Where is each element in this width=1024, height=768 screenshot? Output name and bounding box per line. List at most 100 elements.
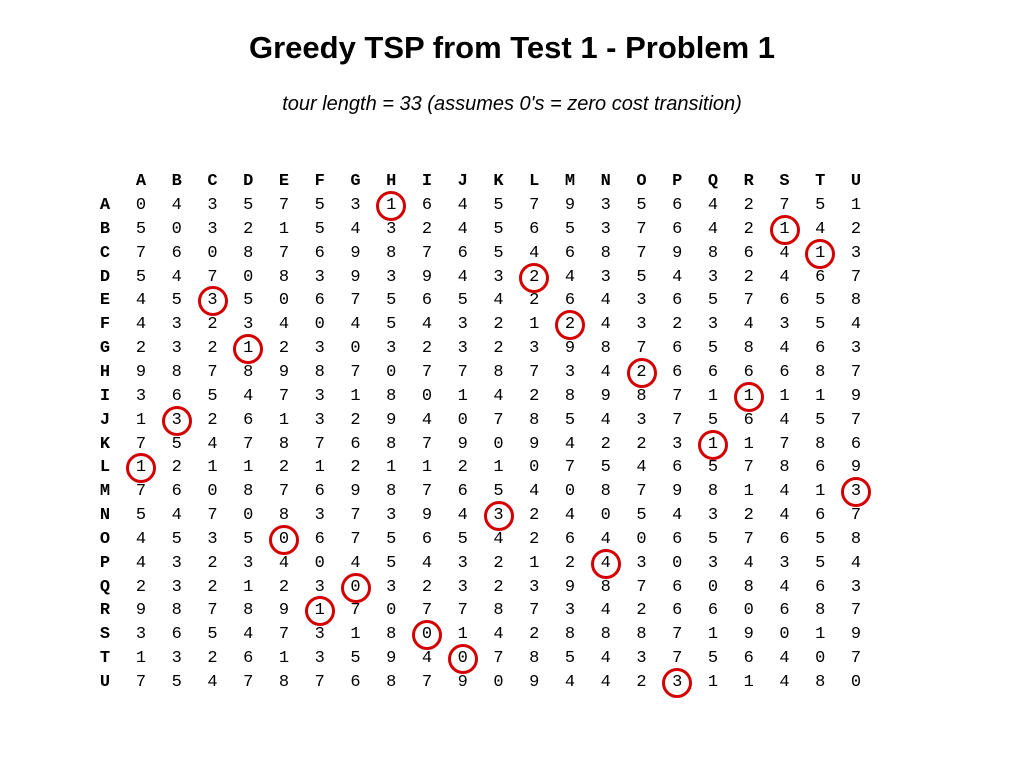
matrix-cell: 7 [350, 291, 361, 311]
matrix-cell: 8 [529, 649, 540, 669]
matrix-cell: 7 [421, 673, 433, 692]
matrix-cell: 1 [457, 386, 468, 406]
matrix-cell: 2 [207, 649, 218, 669]
matrix-cell: 6 [743, 410, 754, 430]
matrix-cell: 3 [779, 553, 790, 573]
matrix-cell: 1 [457, 625, 468, 645]
matrix-cell: 7 [135, 434, 147, 454]
column-header: Q [707, 172, 719, 191]
matrix-cell: 5 [636, 506, 647, 526]
matrix-cell: 2 [421, 339, 433, 359]
row-header: I [99, 386, 111, 406]
matrix-cell: 5 [171, 434, 182, 454]
matrix-cell: 4 [707, 219, 719, 239]
matrix-cell: 0 [243, 267, 254, 287]
matrix-cell: 8 [564, 625, 576, 645]
matrix-cell: 0 [493, 673, 504, 692]
matrix-cell: 3 [386, 506, 397, 526]
matrix-cell: 6 [672, 577, 683, 597]
matrix-cell: 0 [457, 410, 468, 430]
matrix-cell: 2 [636, 362, 647, 382]
matrix-cell: 5 [707, 458, 719, 478]
matrix-cell: 8 [529, 410, 540, 430]
matrix-cell: 2 [529, 625, 540, 645]
matrix-cell: 4 [243, 625, 254, 645]
matrix-cell: 8 [636, 625, 647, 645]
matrix-cell: 5 [707, 410, 719, 430]
row-header: K [99, 434, 111, 454]
matrix-cell: 3 [850, 577, 862, 597]
matrix-cell: 3 [314, 267, 325, 287]
matrix-cell: 4 [779, 577, 790, 597]
matrix-cell: 2 [493, 577, 504, 597]
row-header: J [99, 410, 111, 430]
matrix-cell: 4 [135, 315, 147, 335]
matrix-cell: 6 [815, 458, 826, 478]
matrix-cell: 0 [636, 529, 647, 549]
matrix-cell: 6 [672, 339, 683, 359]
matrix-cell: 2 [278, 458, 290, 478]
matrix-cell: 3 [636, 649, 647, 669]
matrix-cell: 5 [243, 529, 254, 549]
matrix-cell: 2 [493, 553, 504, 573]
matrix-cell: 8 [386, 625, 397, 645]
column-header: U [850, 172, 862, 191]
matrix-cell: 2 [636, 434, 647, 454]
matrix-cell: 0 [386, 601, 397, 621]
matrix-cell: 0 [529, 458, 540, 478]
matrix-cell: 7 [636, 219, 647, 239]
matrix-cell: 0 [850, 673, 862, 692]
matrix-cell: 2 [850, 219, 862, 239]
matrix-cell: 4 [779, 339, 790, 359]
matrix-cell: 1 [314, 458, 325, 478]
matrix-cell: 4 [350, 553, 361, 573]
column-header: S [779, 172, 790, 191]
column-header: G [350, 172, 361, 191]
matrix-cell: 4 [135, 291, 147, 311]
matrix-cell: 5 [815, 291, 826, 311]
matrix-cell: 1 [278, 219, 290, 239]
matrix-cell: 1 [135, 458, 147, 478]
matrix-cell: 6 [171, 386, 182, 406]
matrix-cell: 9 [564, 196, 576, 215]
matrix-cell: 2 [564, 553, 576, 573]
matrix-cell: 4 [421, 410, 433, 430]
matrix-cell: 2 [672, 315, 683, 335]
matrix-cell: 2 [743, 196, 754, 215]
matrix-cell: 5 [493, 482, 504, 502]
matrix-cell: 7 [850, 506, 862, 526]
matrix-cell: 3 [600, 196, 611, 215]
matrix-cell: 4 [600, 673, 611, 692]
matrix-cell: 3 [850, 243, 862, 263]
matrix-cell: 1 [135, 649, 147, 669]
matrix-cell: 3 [243, 553, 254, 573]
row-header: A [99, 196, 111, 215]
matrix-cell: 4 [850, 553, 862, 573]
row-header: T [99, 649, 111, 669]
matrix-cell: 1 [207, 458, 218, 478]
matrix-cell: 5 [135, 506, 147, 526]
matrix-cell: 3 [707, 267, 719, 287]
matrix-cell: 4 [779, 649, 790, 669]
matrix-cell: 8 [386, 482, 397, 502]
matrix-cell: 6 [672, 196, 683, 215]
column-header: L [529, 172, 540, 191]
matrix-cell: 8 [386, 243, 397, 263]
matrix-cell: 3 [135, 386, 147, 406]
matrix-cell: 6 [314, 291, 325, 311]
matrix-cell: 2 [564, 315, 576, 335]
matrix-cell: 8 [243, 601, 254, 621]
matrix-cell: 3 [493, 267, 504, 287]
matrix-cell: 3 [457, 577, 468, 597]
matrix-cell: 4 [779, 243, 790, 263]
matrix-cell: 9 [564, 339, 576, 359]
matrix-cell: 4 [743, 315, 754, 335]
matrix-cell: 3 [672, 434, 683, 454]
matrix-cell: 9 [350, 482, 361, 502]
row-header: B [99, 219, 111, 239]
matrix-cell: 3 [636, 315, 647, 335]
matrix-cell: 6 [564, 243, 576, 263]
page-title: Greedy TSP from Test 1 - Problem 1 [248, 30, 776, 65]
matrix-cell: 6 [672, 291, 683, 311]
